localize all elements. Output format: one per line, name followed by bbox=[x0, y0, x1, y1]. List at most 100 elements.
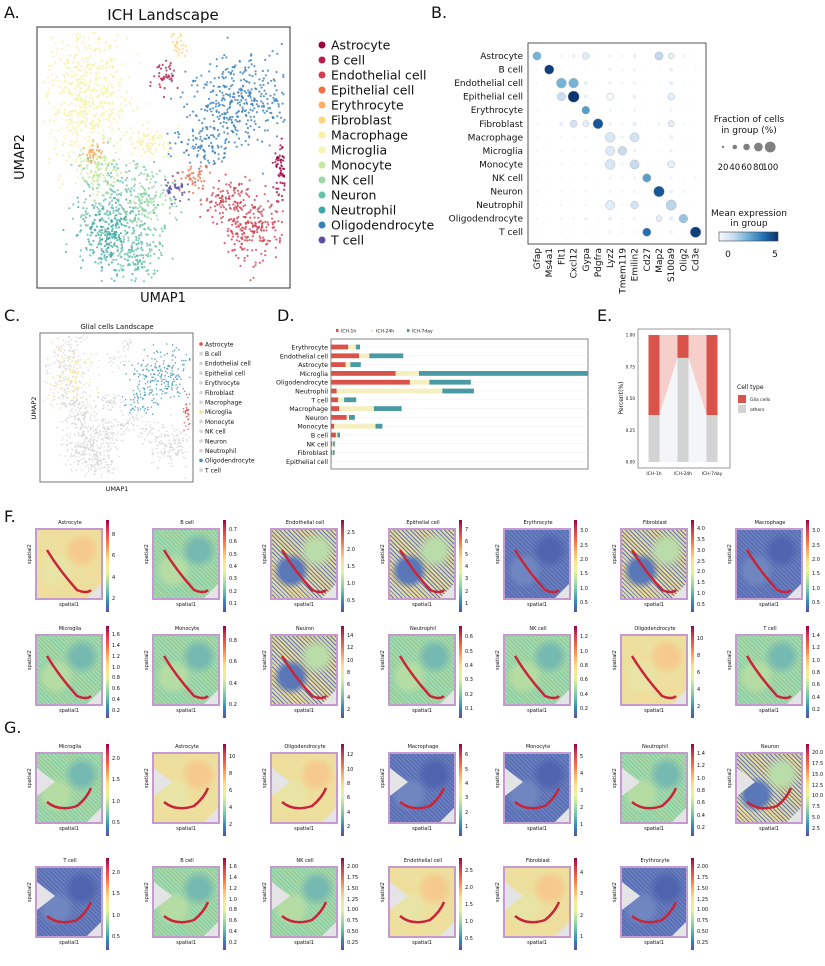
umap-point bbox=[235, 119, 237, 121]
umap-point bbox=[146, 151, 148, 153]
dotplot-dot bbox=[695, 136, 697, 138]
umap-point bbox=[112, 472, 114, 474]
umap-point bbox=[96, 174, 98, 176]
umap-point bbox=[70, 121, 72, 123]
umap-point bbox=[231, 70, 233, 72]
umap-point bbox=[234, 99, 236, 101]
umap-point bbox=[239, 104, 241, 106]
dotplot-dot bbox=[572, 177, 574, 179]
umap-point bbox=[238, 183, 240, 185]
dotplot-dot bbox=[560, 68, 562, 70]
spatial-panel-title: Neutrophil bbox=[388, 626, 458, 632]
umap-point bbox=[239, 120, 241, 122]
dotplot-dot bbox=[584, 217, 588, 221]
umap-point bbox=[113, 401, 115, 403]
colorbar-tick: 7 bbox=[465, 528, 468, 533]
x-axis-label: spatial1 bbox=[35, 602, 103, 608]
umap-point bbox=[87, 234, 89, 236]
umap-point bbox=[110, 172, 112, 174]
umap-point bbox=[145, 383, 147, 385]
umap-point bbox=[203, 156, 205, 158]
umap-point bbox=[158, 456, 160, 458]
umap-point bbox=[64, 109, 66, 111]
umap-point bbox=[98, 460, 100, 462]
umap-point bbox=[175, 438, 177, 440]
umap-point bbox=[92, 448, 94, 450]
bar-segment bbox=[678, 358, 689, 462]
umap-point bbox=[90, 72, 92, 74]
umap-point bbox=[153, 352, 155, 354]
dotplot-dot bbox=[597, 109, 599, 111]
umap-point bbox=[62, 393, 64, 395]
umap-point bbox=[168, 440, 170, 442]
umap-point bbox=[163, 447, 165, 449]
umap-point bbox=[171, 36, 173, 38]
umap-point bbox=[108, 264, 110, 266]
umap-point bbox=[156, 361, 158, 363]
bar-segment bbox=[369, 353, 403, 358]
umap-point bbox=[58, 179, 60, 181]
umap-point bbox=[173, 396, 175, 398]
umap-point bbox=[140, 263, 142, 265]
y-tick-label: 0.25 bbox=[626, 428, 636, 433]
umap-point bbox=[154, 373, 156, 375]
dotplot-dot bbox=[608, 217, 612, 221]
colorbar-tick: 1.2 bbox=[812, 646, 820, 651]
umap-point bbox=[80, 75, 82, 77]
umap-point bbox=[73, 355, 75, 357]
y-tick-label: 0.75 bbox=[626, 364, 636, 369]
umap-point bbox=[80, 158, 82, 160]
umap-point bbox=[177, 47, 179, 49]
umap-point bbox=[133, 429, 135, 431]
umap-point bbox=[78, 355, 80, 357]
umap-point bbox=[189, 358, 191, 360]
legend-label: Microglia bbox=[331, 143, 387, 158]
umap-point bbox=[82, 447, 84, 449]
umap-point bbox=[116, 275, 118, 277]
umap-point bbox=[192, 130, 194, 132]
umap-point bbox=[102, 443, 104, 445]
umap-point bbox=[181, 452, 183, 454]
umap-point bbox=[83, 190, 85, 192]
umap-point bbox=[95, 406, 97, 408]
colorbar bbox=[106, 520, 109, 612]
umap-point bbox=[207, 209, 209, 211]
umap-point bbox=[136, 415, 138, 417]
umap-point bbox=[262, 237, 264, 239]
umap-point bbox=[72, 125, 74, 127]
umap-point bbox=[102, 459, 104, 461]
legend-swatch bbox=[407, 329, 410, 332]
umap-point bbox=[107, 409, 109, 411]
umap-point bbox=[107, 404, 109, 406]
umap-point bbox=[117, 179, 119, 181]
umap-point bbox=[254, 264, 256, 266]
umap-point bbox=[69, 358, 71, 360]
umap-point bbox=[101, 461, 103, 463]
colorbar-tick: 1.5 bbox=[697, 581, 705, 586]
umap-point bbox=[111, 122, 113, 124]
umap-point bbox=[128, 226, 130, 228]
colorbar-tick: 6 bbox=[465, 753, 468, 758]
dotplot-dot bbox=[572, 163, 574, 165]
umap-point bbox=[196, 91, 198, 93]
umap-point bbox=[247, 89, 249, 91]
umap-point bbox=[71, 102, 73, 104]
umap-point bbox=[80, 359, 82, 361]
umap-point bbox=[106, 243, 108, 245]
umap-point bbox=[90, 419, 92, 421]
umap-point bbox=[62, 437, 64, 439]
umap-point bbox=[59, 380, 61, 382]
umap-point bbox=[97, 457, 99, 459]
umap-point bbox=[251, 75, 253, 77]
umap-point bbox=[75, 409, 77, 411]
umap-point bbox=[131, 144, 133, 146]
umap-point bbox=[117, 421, 119, 423]
umap-point bbox=[144, 223, 146, 225]
umap-point bbox=[112, 426, 114, 428]
umap-point bbox=[141, 266, 143, 268]
umap-point bbox=[159, 170, 161, 172]
y-axis-label: spatial2 bbox=[144, 544, 150, 564]
